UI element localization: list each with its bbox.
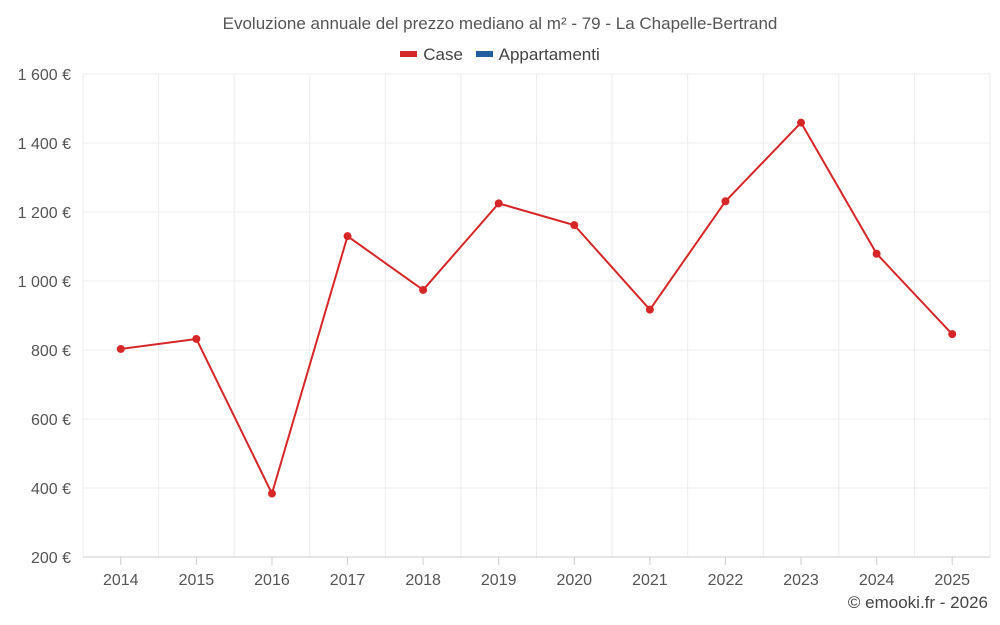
y-axis: 200 € 400 € 600 € 800 € 1 000 € 1 200 € 1 400 … <box>18 67 71 567</box>
legend-item-case[interactable]: Case <box>400 45 463 65</box>
x-tick-label: 2015 <box>179 572 215 589</box>
series-line-case <box>120 121 953 495</box>
chart-title: Evoluzione annuale del prezzo mediano al… <box>222 14 778 33</box>
x-axis: 2014 2015 2016 2017 2018 2019 2020 2021 2022 2023… <box>83 556 990 589</box>
x-tick-label: 2017 <box>330 572 366 589</box>
data-point <box>116 344 125 353</box>
data-point <box>948 330 957 339</box>
series-layer <box>116 118 957 498</box>
legend: Case Appartamenti <box>0 45 1000 65</box>
x-tick-label: 2021 <box>632 572 668 589</box>
y-tick-label: 1 400 € <box>18 136 71 153</box>
data-point <box>192 334 201 343</box>
data-point <box>494 199 503 208</box>
data-point <box>570 221 579 230</box>
legend-swatch-case <box>400 50 418 57</box>
x-tick-label: 2024 <box>859 572 895 589</box>
data-point <box>721 197 730 206</box>
x-tick-label: 2014 <box>103 572 139 589</box>
y-tick-label: 800 € <box>31 343 71 360</box>
legend-item-appartamenti[interactable]: Appartamenti <box>475 45 600 65</box>
y-tick-label: 600 € <box>31 412 71 429</box>
y-tick-label: 1 600 € <box>18 67 71 84</box>
data-point <box>343 232 352 241</box>
legend-swatch-appartamenti <box>475 50 493 57</box>
x-tick-label: 2023 <box>783 572 819 589</box>
y-tick-label: 1 200 € <box>18 205 71 222</box>
data-point <box>872 249 881 258</box>
x-tick-label: 2018 <box>405 572 441 589</box>
data-point <box>797 118 806 127</box>
data-point <box>419 285 428 294</box>
legend-label-case: Case <box>423 45 463 64</box>
x-tick-label: 2016 <box>254 572 290 589</box>
x-tick-label: 2022 <box>708 572 744 589</box>
y-tick-label: 400 € <box>31 481 71 498</box>
x-tick-label: 2025 <box>934 572 970 589</box>
x-tick-label: 2020 <box>556 572 592 589</box>
data-point <box>645 305 654 314</box>
data-point <box>267 489 276 498</box>
x-tick-label: 2019 <box>481 572 517 589</box>
credit-text: © emooki.fr - 2026 <box>847 593 988 612</box>
legend-label-appartamenti: Appartamenti <box>498 45 600 64</box>
y-tick-label: 200 € <box>31 550 71 567</box>
y-tick-label: 1 000 € <box>18 274 71 291</box>
grid <box>82 73 991 558</box>
